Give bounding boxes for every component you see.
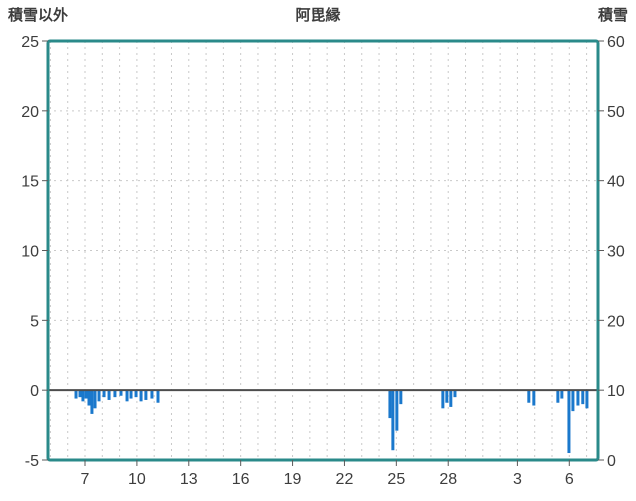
bar	[119, 390, 123, 396]
y-left-tick-label: -5	[25, 453, 39, 470]
bar	[113, 390, 117, 398]
bar	[453, 390, 457, 398]
bar	[532, 390, 536, 406]
bar	[388, 390, 392, 419]
bar	[581, 390, 585, 405]
bar	[93, 390, 97, 409]
x-tick-label: 7	[81, 471, 90, 488]
x-tick-label: 3	[513, 471, 522, 488]
bar	[395, 390, 399, 431]
bar	[156, 390, 160, 403]
bar	[84, 390, 88, 399]
bar	[102, 390, 106, 398]
bar	[445, 390, 449, 403]
bar	[150, 390, 154, 399]
bar	[399, 390, 403, 405]
bar	[129, 390, 133, 399]
bar	[567, 390, 571, 454]
bar	[97, 390, 101, 402]
bar	[87, 390, 91, 406]
y-right-tick-label: 30	[607, 244, 625, 261]
x-tick-label: 16	[232, 471, 250, 488]
right-axis-title: 積雪	[597, 7, 628, 24]
y-left-tick-label: 0	[30, 383, 39, 400]
bar	[90, 390, 94, 414]
x-tick-label: 25	[387, 471, 405, 488]
y-left-tick-label: 15	[21, 174, 39, 191]
y-left-tick-label: 25	[21, 34, 39, 51]
y-left-tick-label: 10	[21, 244, 39, 261]
bar	[134, 390, 138, 398]
bar	[81, 390, 85, 402]
y-left-tick-label: 20	[21, 104, 39, 121]
bar	[74, 390, 78, 399]
bar	[107, 390, 111, 400]
bar	[527, 390, 531, 403]
y-right-tick-label: 10	[607, 383, 625, 400]
y-right-tick-label: 0	[607, 453, 616, 470]
x-tick-label: 19	[284, 471, 302, 488]
y-right-tick-label: 60	[607, 34, 625, 51]
bar	[144, 390, 148, 400]
y-right-tick-label: 20	[607, 313, 625, 330]
x-tick-label: 6	[565, 471, 574, 488]
y-right-tick-label: 50	[607, 104, 625, 121]
bar	[585, 390, 589, 409]
bar	[560, 390, 564, 399]
bar	[449, 390, 453, 407]
y-right-tick-label: 40	[607, 174, 625, 191]
bar	[78, 390, 82, 398]
bar	[576, 390, 580, 406]
bar	[571, 390, 575, 412]
x-tick-label: 22	[336, 471, 354, 488]
bar	[139, 390, 143, 402]
x-tick-label: 10	[128, 471, 146, 488]
bar	[391, 390, 395, 451]
bar	[556, 390, 560, 403]
bar	[125, 390, 129, 402]
bar	[441, 390, 445, 409]
y-left-tick-label: 5	[30, 313, 39, 330]
x-tick-label: 28	[439, 471, 457, 488]
chart-title: 阿毘縁	[295, 7, 341, 24]
left-axis-title: 積雪以外	[8, 7, 69, 24]
x-tick-label: 13	[180, 471, 198, 488]
